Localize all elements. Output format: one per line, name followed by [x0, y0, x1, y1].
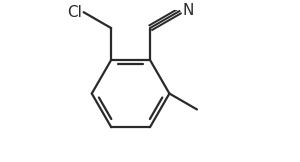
Text: Cl: Cl: [68, 5, 82, 20]
Text: N: N: [183, 3, 194, 18]
